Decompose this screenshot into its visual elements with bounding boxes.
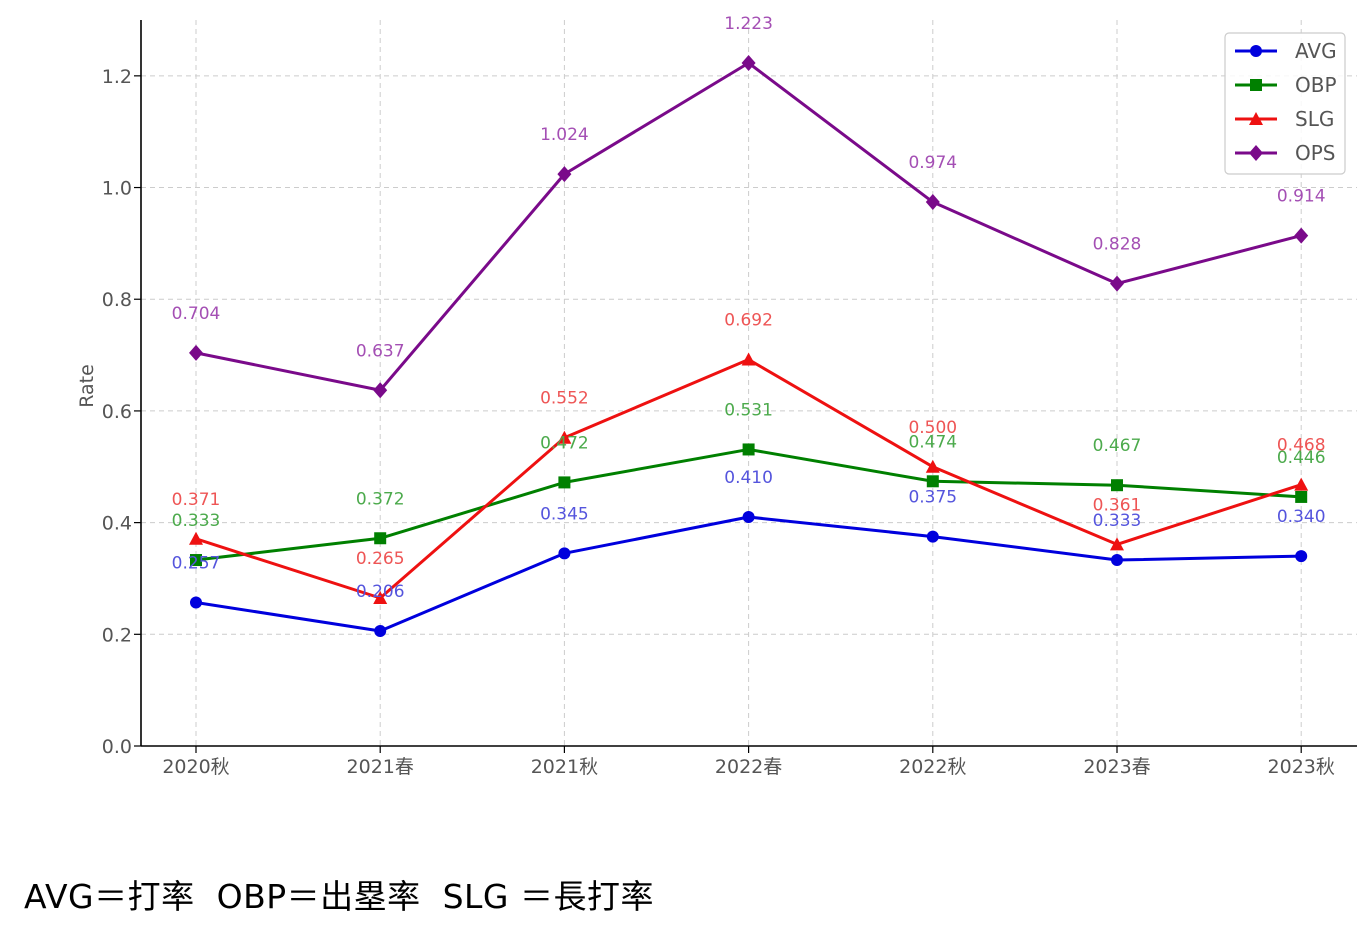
abbreviation-caption: AVG＝打率 OBP＝出塁率 SLG ＝長打率 [24,877,654,916]
axes: 0.0 0.2 0.4 0.6 0.8 1.0 1.2 2020秋 2021春 2021秋 2022… [76,20,1357,778]
ops-point [557,166,572,183]
y-tick-label: 0.2 [102,624,132,646]
y-tick-label: 0.4 [102,513,132,535]
obp-data-label: 0.474 [908,432,957,452]
slg-point [557,430,572,444]
obp-data-label: 0.467 [1093,436,1142,456]
avg-data-label: 0.206 [356,582,405,602]
avg-data-label: 0.410 [724,468,773,488]
x-tick-label: 2022秋 [899,756,966,778]
slg-point [189,531,203,545]
avg-data-label: 0.257 [172,553,221,573]
ops-data-label: 0.828 [1093,235,1142,255]
series-lines [189,55,1309,637]
ops-data-label: 1.223 [724,14,773,34]
legend-ops-marker [1249,145,1263,161]
avg-data-label: 0.333 [1093,511,1142,531]
legend-slg-marker [1249,112,1263,125]
ops-data-label: 0.637 [356,341,405,361]
x-tick-label: 2021秋 [531,756,598,778]
legend-avg-label: AVG [1295,39,1337,63]
ops-point [741,55,756,72]
obp-data-label: 0.472 [540,433,589,453]
avg-point [1295,550,1308,563]
obp-data-label: 0.372 [356,489,405,509]
avg-point [1111,554,1123,567]
avg-data-label: 0.375 [908,488,957,508]
avg-data-label: 0.340 [1277,507,1326,527]
legend-obp-label: OBP [1295,73,1337,97]
ops-data-label: 1.024 [540,125,589,145]
slg-point [373,591,388,605]
ops-data-label: 0.914 [1277,187,1326,207]
y-tick-label: 0.8 [102,289,132,311]
slg-point [1294,477,1309,491]
x-tick-label: 2023秋 [1268,756,1335,778]
legend-slg-label: SLG [1295,107,1334,131]
ops-point [373,382,388,399]
obp-point [1295,490,1308,503]
avg-point [558,547,571,560]
ops-point [1110,275,1124,292]
ops-point [925,194,940,211]
slg-data-label: 0.692 [724,311,773,331]
slg-data-label: 0.265 [356,549,405,569]
legend-ops-label: OPS [1295,141,1336,165]
y-tick-label: 0.0 [102,736,132,758]
obp-point [558,476,571,489]
avg-data-label: 0.345 [540,504,589,524]
avg-point [926,530,939,543]
obp-point [742,443,755,456]
legend-box [1224,32,1346,175]
slg-data-label: 0.371 [172,490,221,510]
obp-data-label: 0.446 [1277,448,1326,468]
legend: AVG OBP SLG OPS [1224,32,1346,175]
obp-point [926,475,939,488]
x-tick-label: 2021春 [347,756,414,778]
slg-data-label: 0.500 [908,418,957,438]
y-tick-label: 1.0 [102,178,132,200]
ops-data-label: 0.704 [172,304,221,324]
y-tick-label: 1.2 [102,66,132,88]
obp-data-label: 0.531 [724,400,773,420]
slg-data-label: 0.468 [1277,436,1326,456]
slg-point [1110,537,1124,551]
x-tick-label: 2020秋 [162,756,229,778]
avg-point [742,511,755,524]
obp-data-label: 0.333 [172,511,221,531]
slg-point [925,459,940,473]
x-tick-label: 2022春 [715,756,782,778]
obp-point [190,554,202,567]
slg-data-label: 0.552 [540,389,589,409]
y-axis-label: Rate [76,364,98,408]
slg-data-label: 0.361 [1093,495,1142,515]
obp-point [1111,479,1123,492]
data-labels: 0.257 0.206 0.345 0.410 0.375 0.333 0.340 0.333… [172,14,1326,602]
legend-obp-marker [1250,79,1262,91]
obp-point [374,532,387,545]
grid [141,20,1357,746]
slg-point [741,352,756,366]
ops-data-label: 0.974 [908,153,957,173]
x-tick-label: 2023春 [1083,756,1150,778]
avg-point [190,596,202,609]
ops-point [189,344,203,361]
legend-avg-marker [1250,45,1262,57]
y-tick-label: 0.6 [102,401,132,423]
avg-point [374,624,387,637]
ops-point [1294,227,1309,244]
